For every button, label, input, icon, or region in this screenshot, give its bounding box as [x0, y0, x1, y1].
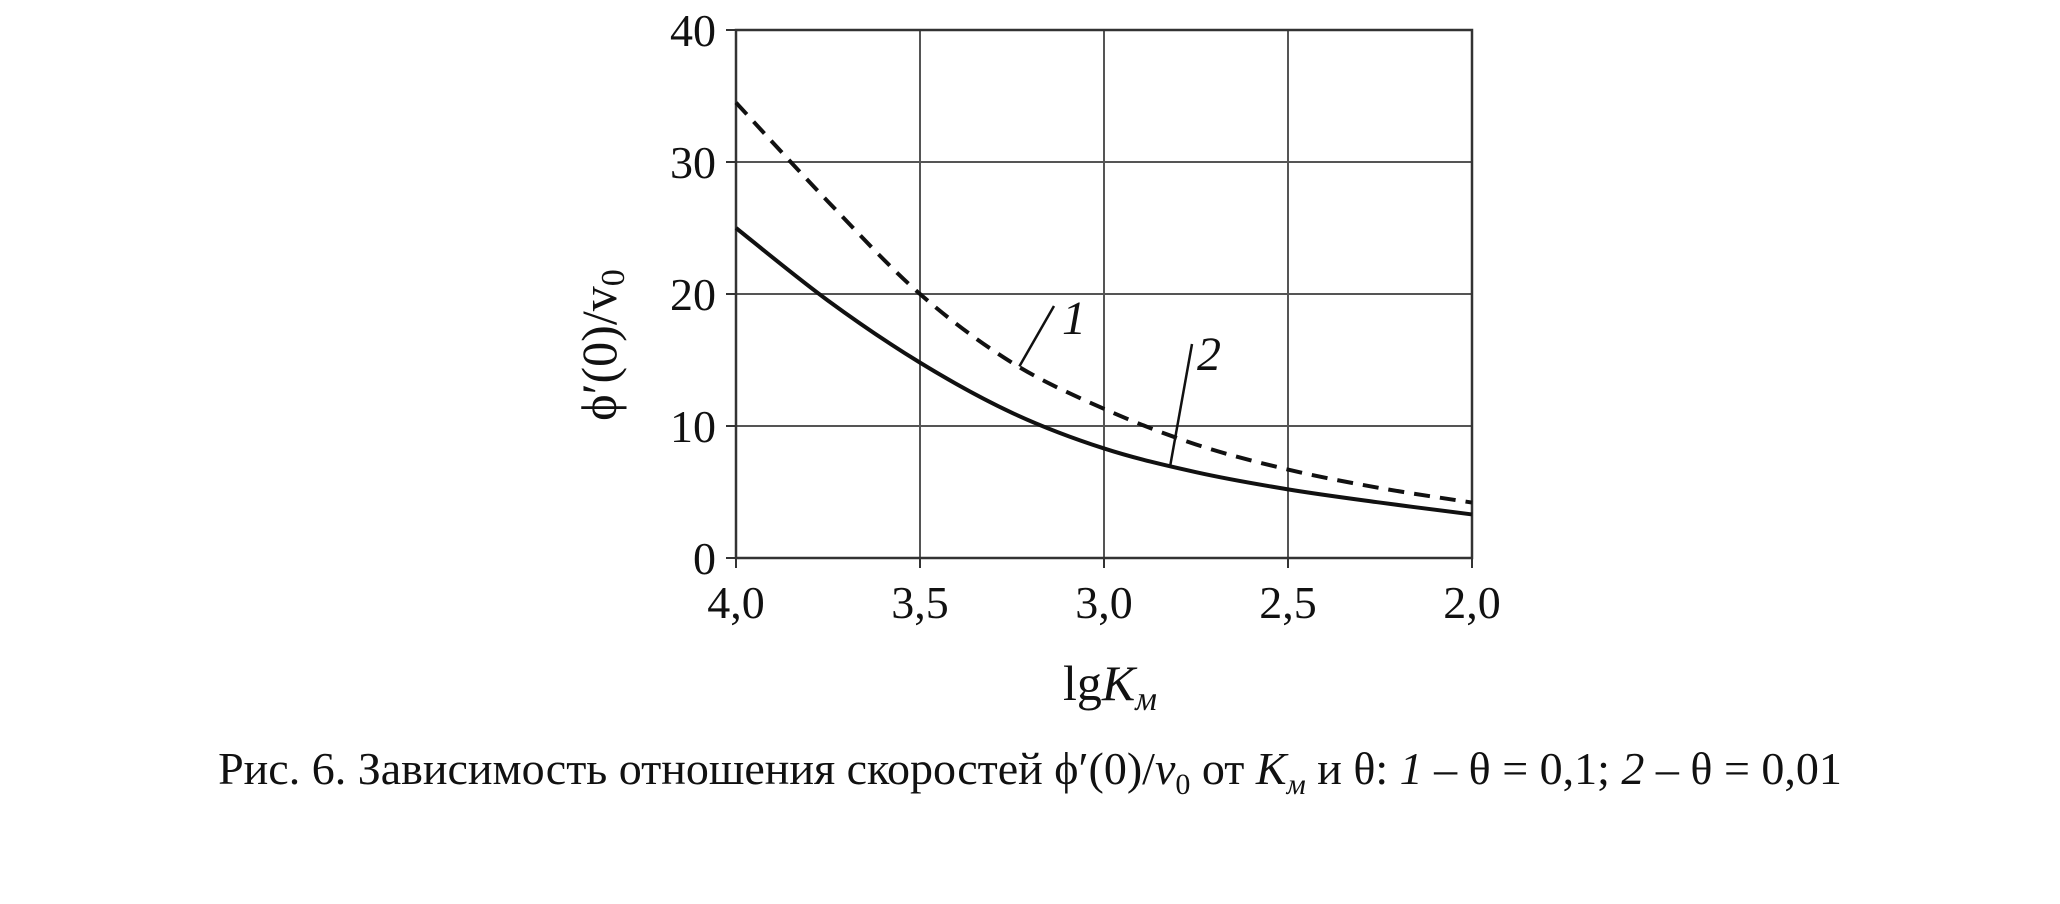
x-axis-label: lgKм [1063, 655, 1157, 718]
curve-label-1: 1 [1062, 292, 1086, 345]
caption-mid: от [1190, 743, 1256, 794]
y-axis-label: ϕ′(0)/v0 [571, 269, 632, 420]
caption-eq1: – θ = 0,1; [1422, 743, 1622, 794]
caption-k-sub-text: м [1286, 768, 1306, 802]
x-axis-label-sub: м [1134, 681, 1157, 718]
series-line-1 [734, 101, 1473, 505]
caption-eq2: – θ = 0,01 [1644, 743, 1842, 794]
caption-k: K [1255, 743, 1287, 794]
figure-caption: Рис. 6. Зависимость отношения скоростей … [0, 742, 2060, 802]
leader-line-1 [1018, 305, 1056, 367]
caption-n1: 1 [1399, 743, 1423, 794]
y-tick-label: 20 [670, 269, 716, 320]
leader-line-2 [1169, 343, 1194, 466]
curve-label-2: 2 [1197, 328, 1221, 381]
caption-and-theta: и θ: [1305, 743, 1400, 794]
caption-n2: 2 [1621, 743, 1645, 794]
tick-labels: 0 10 20 30 40 4,0 3,5 3,0 2,5 2,0 [670, 5, 1501, 628]
caption-prefix: Рис. 6. Зависимость отношения скоростей … [218, 743, 1155, 794]
series-line-2 [734, 226, 1473, 517]
grid [726, 28, 1474, 568]
y-axis-label-sub: 0 [595, 269, 632, 286]
x-tick-label: 2,5 [1259, 577, 1317, 628]
series [734, 101, 1473, 517]
x-axis-label-var: K [1101, 655, 1138, 711]
y-tick-label: 10 [670, 401, 716, 452]
y-tick-label: 30 [670, 137, 716, 188]
y-tick-label: 40 [670, 5, 716, 56]
x-tick-label: 3,5 [891, 577, 949, 628]
x-tick-label: 4,0 [707, 577, 765, 628]
caption-v: v [1154, 743, 1176, 794]
x-tick-label: 3,0 [1075, 577, 1133, 628]
x-tick-label: 2,0 [1443, 577, 1501, 628]
caption-k-sub: м [1287, 768, 1306, 801]
y-tick-label: 0 [693, 533, 716, 584]
curve-leaders [1018, 305, 1194, 466]
caption-v-sub: 0 [1175, 768, 1191, 802]
y-axis-label-main: ϕ′(0)/v [571, 286, 627, 420]
plot-frame [734, 28, 1474, 560]
x-axis-label-main: lg [1063, 655, 1102, 711]
